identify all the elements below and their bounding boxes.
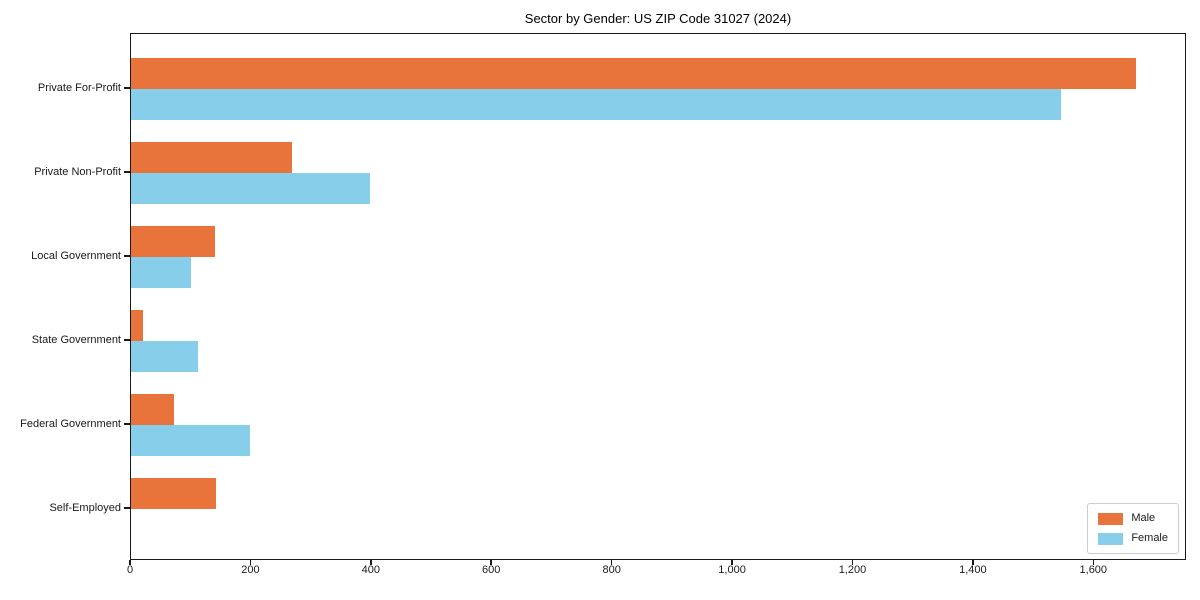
bar-private-non-profit-male bbox=[131, 142, 292, 173]
y-axis-label-private-non-profit: Private Non-Profit bbox=[34, 166, 121, 178]
legend-item-male: Male bbox=[1098, 512, 1168, 525]
plot-area: Male Female bbox=[130, 33, 1186, 560]
legend-label-male: Male bbox=[1131, 512, 1156, 524]
bar-private-for-profit-female bbox=[131, 89, 1061, 120]
bar-federal-government-male bbox=[131, 394, 174, 425]
x-tick-mark-1-200 bbox=[851, 560, 854, 565]
y-axis-label-self-employed: Self-Employed bbox=[49, 502, 121, 514]
bar-state-government-male bbox=[131, 310, 143, 341]
y-tick-mark-private-for-profit bbox=[124, 87, 130, 89]
legend: Male Female bbox=[1087, 503, 1179, 554]
x-axis-label-200: 200 bbox=[241, 564, 260, 576]
legend-label-female: Female bbox=[1131, 532, 1168, 544]
y-tick-mark-private-non-profit bbox=[124, 171, 130, 173]
chart-title: Sector by Gender: US ZIP Code 31027 (202… bbox=[524, 11, 792, 26]
y-tick-mark-local-government bbox=[124, 255, 130, 257]
bar-local-government-male bbox=[131, 226, 215, 257]
y-axis-label-federal-government: Federal Government bbox=[20, 418, 121, 430]
x-tick-mark-1-000 bbox=[731, 560, 733, 565]
y-axis-label-private-for-profit: Private For-Profit bbox=[37, 82, 121, 94]
bar-private-for-profit-male bbox=[131, 58, 1136, 89]
bar-private-non-profit-female bbox=[131, 173, 370, 204]
x-axis-label-400: 400 bbox=[361, 564, 380, 576]
x-axis-label-1-600: 1,600 bbox=[1079, 564, 1108, 576]
male-color-swatch bbox=[1098, 512, 1124, 525]
y-tick-mark-state-government bbox=[124, 339, 130, 341]
x-tick-mark-600 bbox=[490, 560, 492, 565]
x-tick-mark-200 bbox=[249, 560, 252, 565]
bar-federal-government-female bbox=[131, 425, 250, 456]
x-axis-label-1-200: 1,200 bbox=[838, 564, 867, 576]
female-color-swatch bbox=[1098, 532, 1124, 545]
y-tick-mark-self-employed bbox=[124, 507, 130, 509]
y-tick-mark-federal-government bbox=[124, 423, 130, 425]
x-tick-mark-1-600 bbox=[1092, 560, 1095, 565]
y-axis-label-state-government: State Government bbox=[31, 334, 121, 346]
x-axis-label-600: 600 bbox=[482, 564, 501, 576]
x-axis-label-1-000: 1,000 bbox=[718, 564, 746, 576]
x-axis-label-1-400: 1,400 bbox=[959, 564, 987, 576]
legend-item-female: Female bbox=[1098, 532, 1168, 545]
x-axis-label-0: 0 bbox=[126, 564, 134, 576]
bar-self-employed-male bbox=[131, 478, 216, 509]
x-tick-mark-0 bbox=[129, 560, 131, 565]
x-axis-label-800: 800 bbox=[602, 564, 621, 576]
y-axis-label-local-government: Local Government bbox=[31, 250, 121, 262]
x-tick-mark-800 bbox=[610, 560, 613, 565]
bar-state-government-female bbox=[131, 341, 198, 372]
x-tick-mark-400 bbox=[370, 560, 372, 565]
x-tick-mark-1-400 bbox=[972, 560, 974, 565]
bar-local-government-female bbox=[131, 257, 191, 288]
